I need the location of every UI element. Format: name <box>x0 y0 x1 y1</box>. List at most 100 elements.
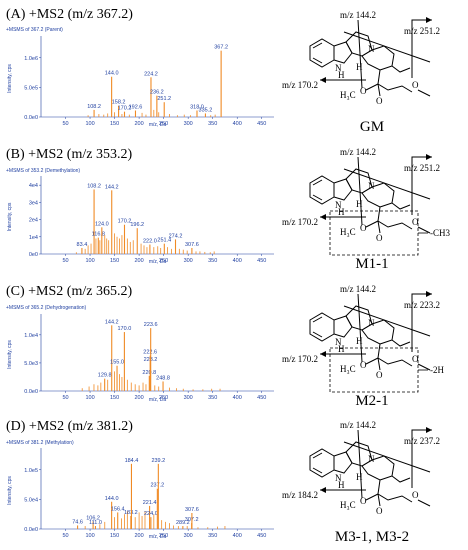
peak-label: 223.6 <box>144 322 158 328</box>
peak-label: 367.2 <box>214 45 228 51</box>
peak-label: 170.2 <box>118 106 132 112</box>
x-tick-label: 50 <box>62 121 68 127</box>
peak-label: 108.2 <box>87 104 101 110</box>
x-tick-label: 150 <box>110 121 119 127</box>
panel-title: (D) +MS2 (m/z 381.2) <box>6 419 133 434</box>
compound-name: M3-1, M3-2 <box>335 529 409 545</box>
x-tick-label: 100 <box>85 121 94 127</box>
x-tick-label: 400 <box>233 121 242 127</box>
x-axis-label: m/z, Da <box>149 534 166 540</box>
x-tick-label: 250 <box>159 533 168 539</box>
arrow-head <box>426 291 432 297</box>
x-tick-label: 250 <box>159 395 168 401</box>
x-tick-label: 350 <box>208 258 217 264</box>
peak-label: 184.4 <box>125 458 139 464</box>
arrow-head <box>426 17 432 23</box>
x-tick-label: 100 <box>85 395 94 401</box>
peak-label: 144.2 <box>105 184 119 190</box>
ester-chain-left <box>365 343 381 365</box>
double-bond <box>312 179 323 186</box>
quinolizidine-ring <box>361 319 395 345</box>
quinolizidine-ring <box>361 455 395 481</box>
y-tick-label: 1.0e5 <box>24 468 38 474</box>
arrow-head <box>426 427 432 433</box>
y-tick-label: 1.0e6 <box>24 56 38 62</box>
spectrum-panel-1: (A) +MS2 (m/z 367.2) +MSMS of 367.2 (Pare… <box>6 7 274 128</box>
panel-subtitle: +MSMS of 367.2 (Parent) <box>6 27 63 33</box>
peak-label: 170.0 <box>118 326 132 332</box>
double-bond <box>312 452 323 459</box>
compound-name: M1-1 <box>355 256 388 272</box>
panel-title: (A) +MS2 (m/z 367.2) <box>6 7 133 22</box>
fragment-label-left: m/z 170.2 <box>282 354 318 364</box>
y-tick-label: 0.0e0 <box>24 115 38 121</box>
x-tick-label: 300 <box>184 258 193 264</box>
peak-label: 124.0 <box>95 221 109 227</box>
nh-label: N <box>335 63 342 73</box>
carbonyl <box>377 357 381 371</box>
x-tick-label: 400 <box>233 395 242 401</box>
h-label-2: H <box>356 62 363 72</box>
fragment-label-right: m/z 251.2 <box>404 163 440 173</box>
peak-label: 196.2 <box>130 222 144 228</box>
ester-chain-right <box>377 357 413 367</box>
x-tick-label: 200 <box>135 395 144 401</box>
h-label-2: H <box>356 336 363 346</box>
oxygen-label: O <box>376 233 383 243</box>
spectrum-panel-2: (B) +MS2 (m/z 353.2) +MSMS of 353.2 (Deme… <box>6 147 274 265</box>
oxygen-label-2: O <box>360 496 367 506</box>
y-tick-label: 0.0e0 <box>24 389 38 395</box>
ethylidene <box>391 475 411 483</box>
fragment-label-right: m/z 237.2 <box>404 436 440 446</box>
y-tick-label: 0.0e0 <box>24 527 38 533</box>
peak-label: 144.2 <box>105 319 119 325</box>
peak-label: 106.2 <box>86 515 100 521</box>
fragment-label-right: m/z 223.2 <box>404 300 440 310</box>
y-axis-label: Intensity, cps <box>7 64 13 93</box>
arrow-head-2 <box>320 77 326 83</box>
loss-label: -CH3 <box>430 228 450 238</box>
peak-label: 239.2 <box>151 458 165 464</box>
carbonyl <box>377 83 381 97</box>
panel-subtitle: +MSMS of 381.2 (Methylation) <box>6 440 74 446</box>
x-tick-label: 300 <box>184 533 193 539</box>
h-label: H <box>338 344 345 354</box>
ethylidene <box>391 339 411 347</box>
pyrrole-ring <box>333 315 353 338</box>
ethylidene <box>391 65 411 73</box>
cleavage-line-3 <box>411 293 432 352</box>
fragment-label-top: m/z 144.2 <box>340 147 376 157</box>
h-label: H <box>338 207 345 217</box>
fragment-label-left: m/z 170.2 <box>282 217 318 227</box>
cleavage-line-3 <box>411 429 432 488</box>
n-label: N <box>368 318 375 328</box>
peak-label: 224.0 <box>144 511 158 517</box>
y-axis-label: Intensity, cps <box>7 476 13 505</box>
oxygen-label-3: O <box>412 80 419 90</box>
carbonyl <box>377 220 381 234</box>
x-tick-label: 150 <box>110 533 119 539</box>
x-tick-label: 300 <box>184 121 193 127</box>
y-tick-label: 5.0e5 <box>24 85 38 91</box>
x-tick-label: 100 <box>85 533 94 539</box>
oxygen-label: O <box>376 506 383 516</box>
peak-label: 144.0 <box>105 71 119 77</box>
methoxy <box>417 363 431 371</box>
y-tick-label: 1.0e4 <box>24 333 38 339</box>
x-tick-label: 300 <box>184 395 193 401</box>
peak-label: 335.2 <box>199 107 213 113</box>
pyrrole-ring <box>333 41 353 64</box>
spectrum-panel-3: (C) +MS2 (m/z 365.2) +MSMS of 365.2 (Dehy… <box>6 284 274 403</box>
quinolizidine-ring <box>361 182 395 208</box>
cleavage-line <box>357 156 363 226</box>
cleavage-line <box>357 19 363 89</box>
panel-subtitle: +MSMS of 353.2 (Demethylation) <box>6 168 80 174</box>
x-axis-label: m/z, Da <box>149 122 166 128</box>
double-bond <box>312 42 323 49</box>
nh-label: N <box>335 473 342 483</box>
peak-label: 170.2 <box>118 219 132 225</box>
peak-label: 236.2 <box>150 90 164 96</box>
fragment-label-top: m/z 144.2 <box>340 10 376 20</box>
